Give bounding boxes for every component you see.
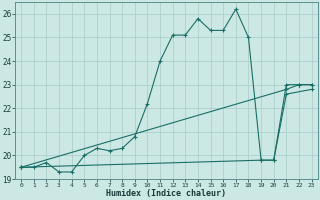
X-axis label: Humidex (Indice chaleur): Humidex (Indice chaleur) xyxy=(106,189,226,198)
